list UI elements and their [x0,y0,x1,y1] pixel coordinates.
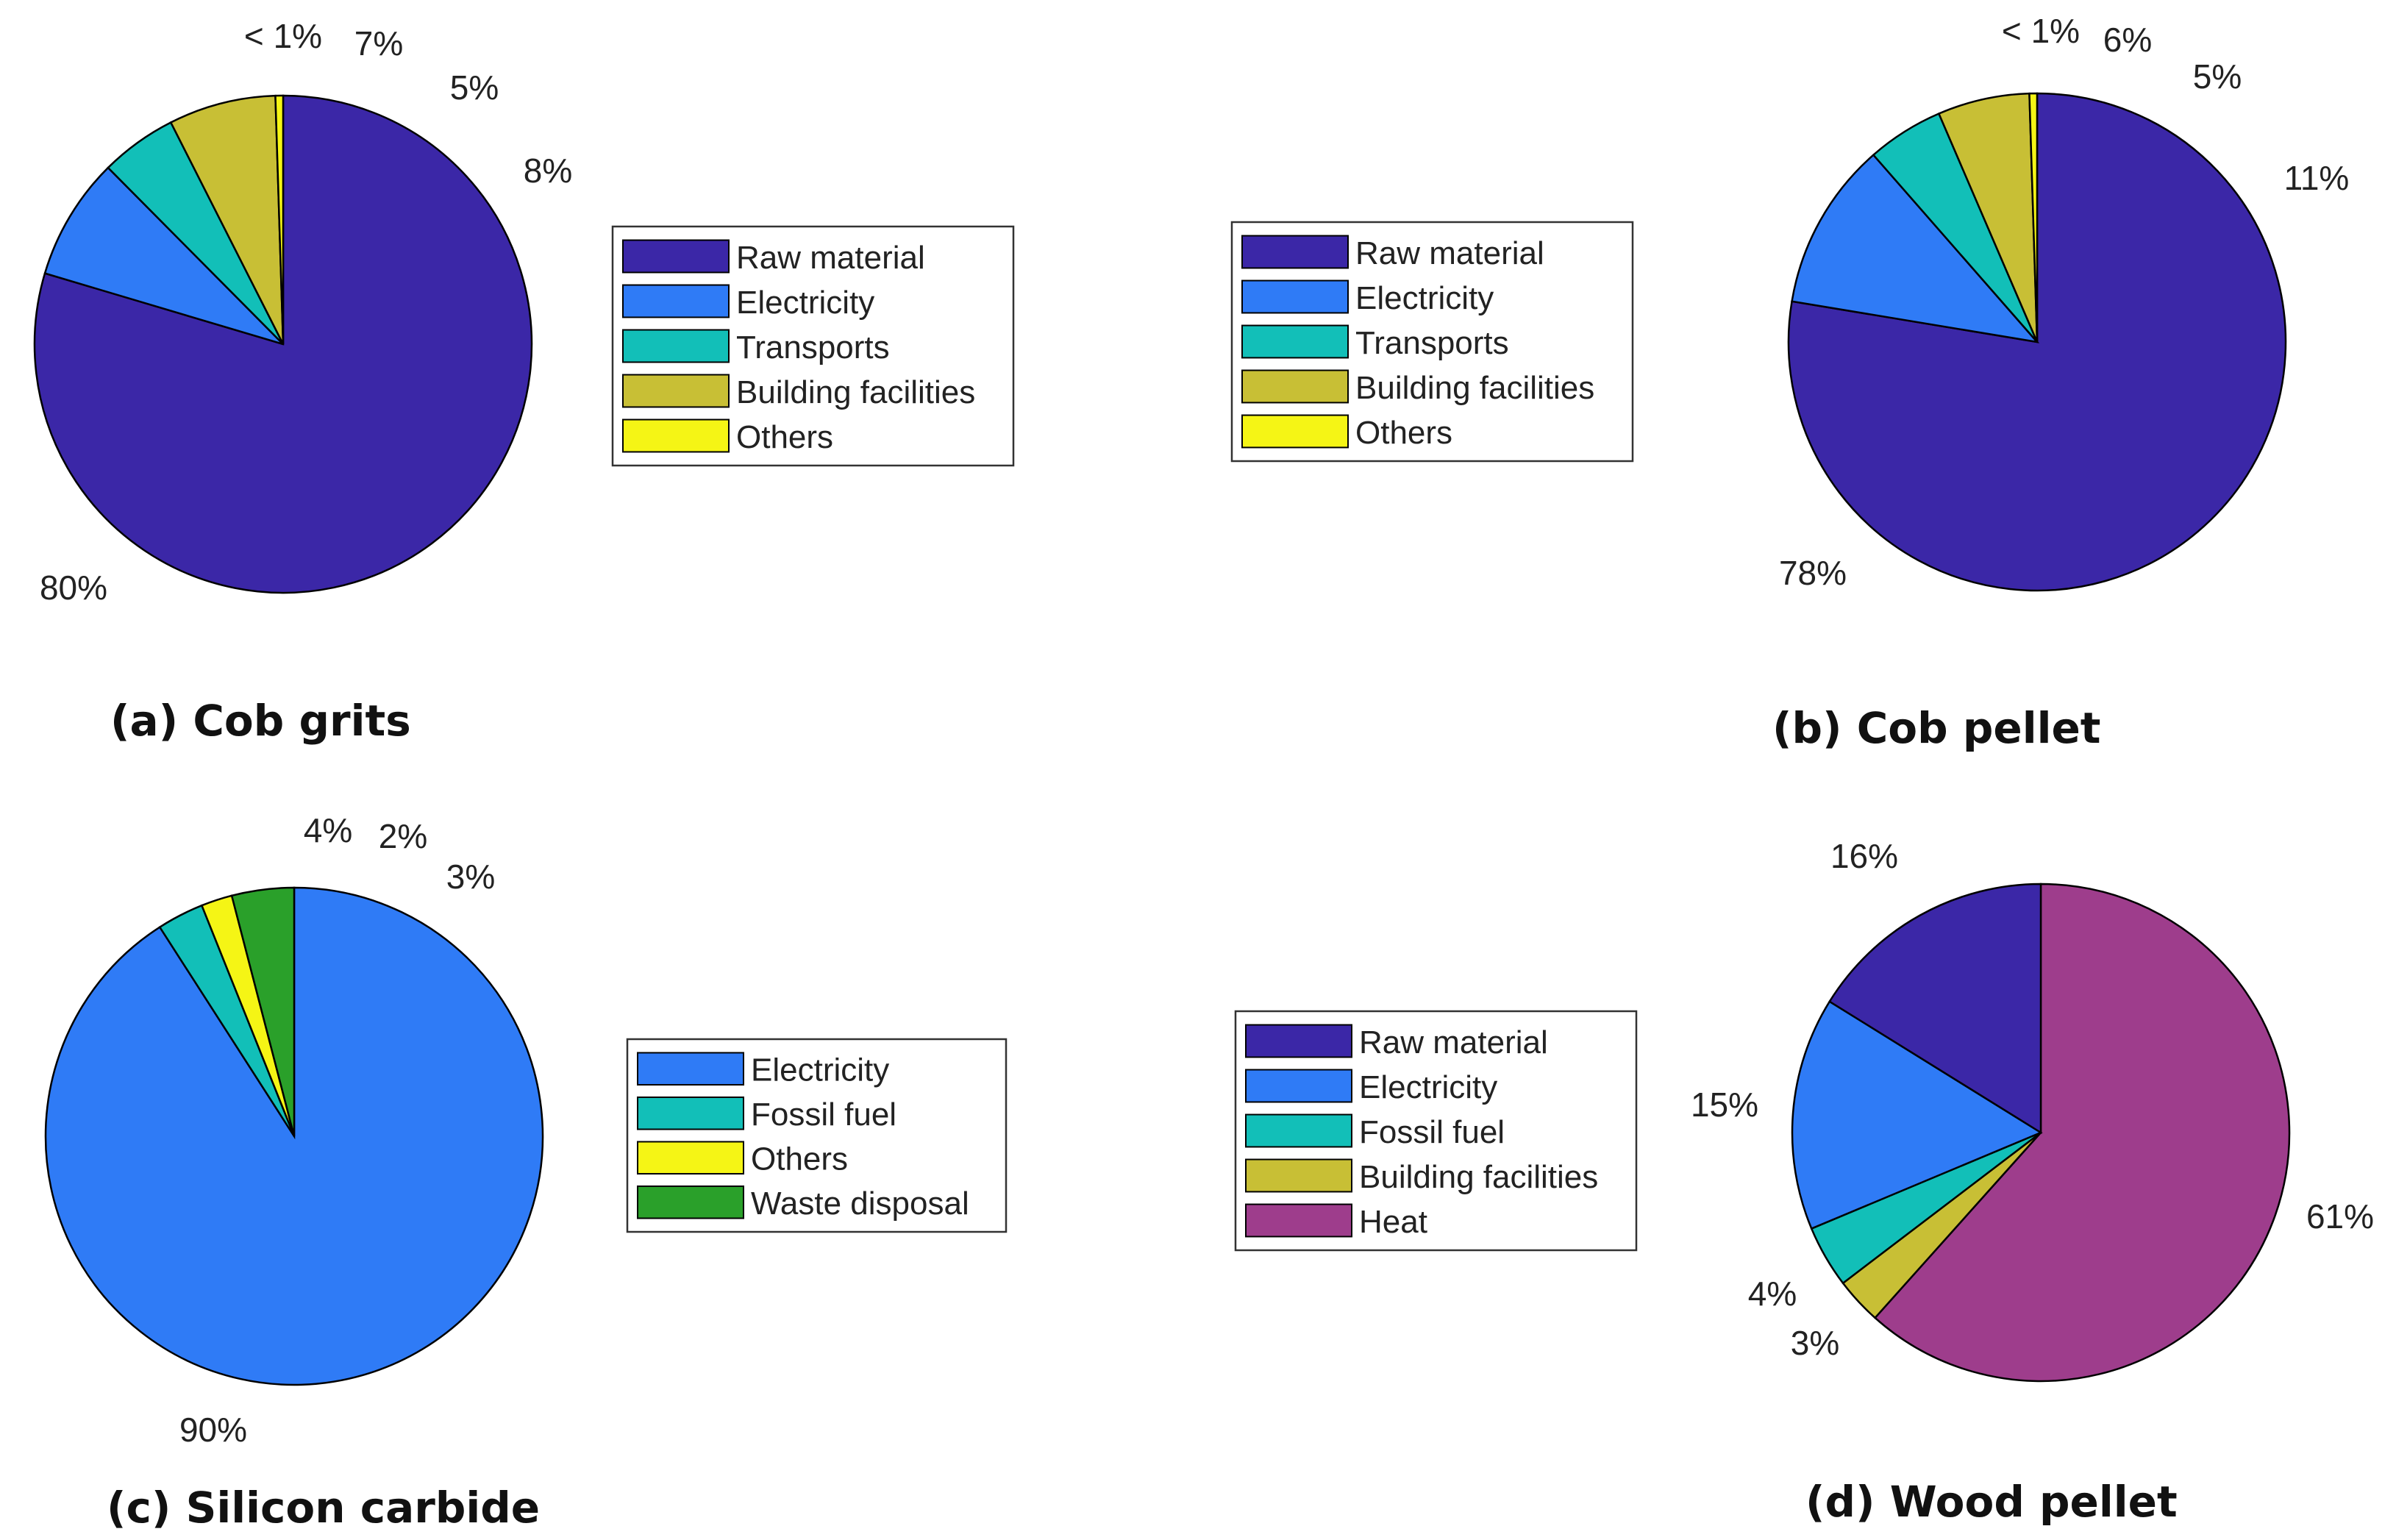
panel-title: (a) Cob grits [110,696,411,746]
legend-swatch-electricity [637,1052,744,1086]
legend-swatch-building-facilities [622,374,730,408]
legend-label-transports: Transports [736,329,890,366]
slice-percent-label: 3% [1791,1324,1839,1362]
slice-percent-label: 61% [2306,1197,2374,1236]
legend-label-raw-material: Raw material [736,240,925,276]
legend-swatch-electricity [622,284,730,318]
pie-panel-a: 80% 8% 5% 7% < 1% Raw material Electricity Tran… [33,17,1015,746]
legend-label-building-facilities: Building facilities [1355,370,1594,406]
legend-swatch-waste-disposal [637,1185,744,1219]
slice-percent-label: 2% [379,817,427,855]
pie-slice-heat [1873,883,2291,1383]
pie-slice-electricity [1791,1000,2043,1230]
legend-swatch-building-facilities [1245,1158,1352,1193]
legend-swatch-fossil-fuel [637,1096,744,1130]
legend-label-electricity: Electricity [751,1052,889,1088]
legend-swatch-electricity [1245,1069,1352,1103]
slice-percent-label: 6% [2103,21,2152,59]
legend: Raw material Electricity Fossil fuel Buildi… [1234,1010,1638,1252]
pie-slice-raw-material [1828,883,2042,1135]
pie-slice-building-facilities [1937,92,2039,343]
legend-swatch-building-facilities [1241,369,1349,404]
legend-label-electricity: Electricity [1355,280,1494,316]
slice-percent-label: 11% [2284,159,2350,197]
legend-label-fossil-fuel: Fossil fuel [1359,1114,1505,1150]
legend-label-fossil-fuel: Fossil fuel [751,1097,896,1133]
legend-swatch-raw-material [1241,235,1349,269]
legend-label-others: Others [751,1141,848,1177]
legend-swatch-transports [1241,324,1349,359]
pie-slice-others [2028,92,2039,343]
legend-swatch-others [622,418,730,453]
slice-percent-label: 3% [446,858,495,896]
legend-label-electricity: Electricity [1359,1069,1497,1105]
legend-swatch-others [1241,414,1349,449]
legend: Electricity Fossil fuel Others Waste dispos… [626,1038,1008,1233]
panel-title: (c) Silicon carbide [107,1483,540,1533]
pie-slice-waste-disposal [230,886,296,1137]
legend-swatch-raw-material [1245,1024,1352,1058]
legend-swatch-raw-material [622,239,730,274]
slice-percent-label: < 1% [2002,12,2080,50]
legend: Raw material Electricity Transports Buildin… [611,225,1015,467]
slice-percent-label: 4% [1748,1275,1797,1313]
slice-percent-label: < 1% [244,17,322,55]
pie-slice-electricity [1791,153,2040,343]
panel-title: (d) Wood pellet [1805,1477,2178,1527]
legend-swatch-transports [622,329,730,363]
pie-slice-electricity [43,166,284,346]
slice-percent-label: 15% [1691,1086,1758,1124]
pie-panel-d: 61% 3% 4% 15% 16% Raw material Electricity Foss… [1234,837,2374,1527]
legend-swatch-others [637,1141,744,1175]
chart-panels: 80% 8% 5% 7% < 1% Raw material Electricity Tran… [33,12,2374,1533]
legend-label-building-facilities: Building facilities [736,374,975,410]
legend-label-others: Others [736,419,833,455]
pie-slice-building-facilities [169,94,285,345]
legend-label-building-facilities: Building facilities [1359,1159,1598,1195]
slice-percent-label: 80% [40,568,107,607]
pie-panel-c: 90% 3% 2% 4% Electricity Fossil fuel Others Was… [44,811,1008,1533]
legend-swatch-heat [1245,1203,1352,1238]
legend-label-raw-material: Raw material [1359,1024,1548,1060]
pie-slice-others [274,94,285,345]
slice-percent-label: 8% [524,151,572,190]
slice-percent-label: 90% [179,1411,247,1449]
legend-label-raw-material: Raw material [1355,235,1544,271]
legend-label-others: Others [1355,415,1452,451]
pie-panel-b: 78% 11% 5% 6% < 1% Raw material Electricity Tra… [1230,12,2350,753]
slice-percent-label: 16% [1830,837,1898,875]
legend-swatch-fossil-fuel [1245,1113,1352,1148]
slice-percent-label: 7% [354,24,403,63]
slice-percent-label: 5% [450,68,499,107]
legend-label-waste-disposal: Waste disposal [751,1186,969,1222]
slice-percent-label: 78% [1779,554,1847,592]
legend-label-electricity: Electricity [736,285,874,321]
legend-label-transports: Transports [1355,325,1509,361]
panel-title: (b) Cob pellet [1772,703,2101,753]
legend-swatch-electricity [1241,279,1349,314]
slice-percent-label: 5% [2193,57,2242,96]
legend: Raw material Electricity Transports Buildin… [1230,221,1634,463]
legend-label-heat: Heat [1359,1204,1427,1240]
slice-percent-label: 4% [304,811,352,849]
